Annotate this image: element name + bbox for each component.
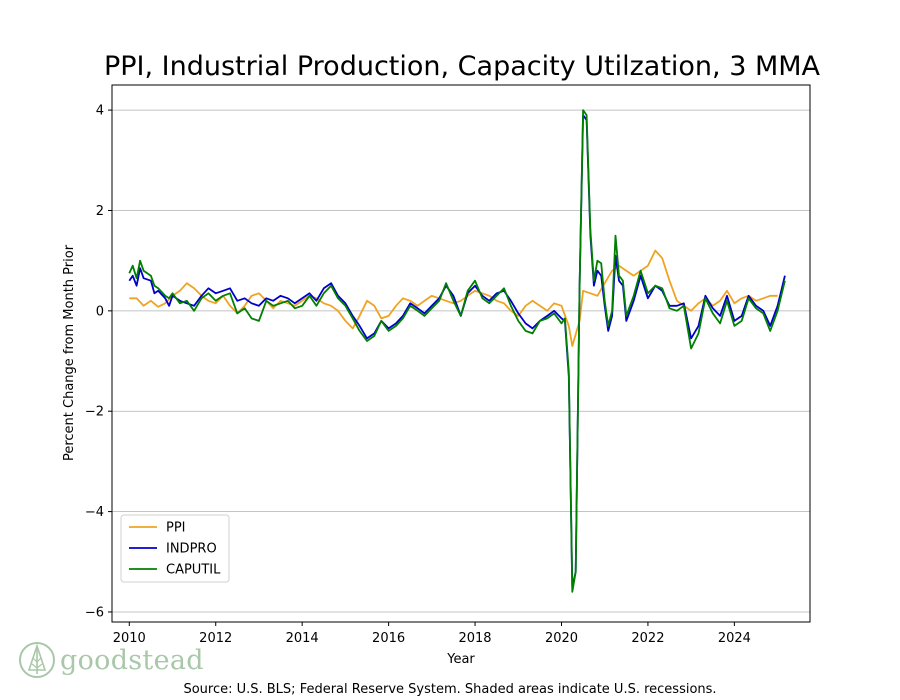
y-tick-label: −2: [85, 405, 104, 420]
y-tick-label: −6: [85, 605, 104, 620]
legend-label-indpro: INDPRO: [166, 542, 217, 557]
y-axis-label: Percent Change from Month Prior: [62, 244, 77, 461]
x-tick-label: 2020: [545, 631, 578, 646]
plot-frame: [111, 84, 811, 623]
x-tick-label: 2016: [372, 631, 405, 646]
x-axis: 2010 2012 2014 2016 2018 2020 2022 2024: [113, 622, 751, 646]
gridlines: [112, 109, 810, 613]
series-line-caputil: [128, 109, 786, 593]
x-tick-label: 2014: [286, 631, 319, 646]
x-tick-label: 2018: [458, 631, 491, 646]
series-lines: [128, 109, 786, 593]
x-tick-label: 2010: [113, 631, 146, 646]
legend-label-ppi: PPI: [166, 521, 186, 536]
legend-box: [120, 514, 230, 583]
x-axis-label: Year: [446, 652, 475, 667]
series-line-indpro: [128, 114, 786, 588]
y-tick-label: 0: [96, 304, 104, 319]
x-tick-label: 2012: [199, 631, 232, 646]
y-axis: −6 −4 −2 0 2 4: [85, 104, 112, 620]
y-tick-label: 2: [96, 204, 104, 219]
y-tick-label: −4: [85, 505, 104, 520]
chart-title: PPI, Industrial Production, Capacity Uti…: [104, 51, 821, 82]
logo-wordmark: goodstead: [60, 644, 204, 676]
x-tick-label: 2024: [718, 631, 751, 646]
legend: PPI INDPRO CAPUTIL: [120, 514, 230, 583]
logo: goodstead: [18, 640, 204, 680]
x-tick-label: 2022: [631, 631, 664, 646]
y-tick-label: 4: [96, 104, 104, 119]
source-note: Source: U.S. BLS; Federal Reserve System…: [183, 682, 716, 697]
pine-tree-icon: [19, 642, 55, 678]
legend-label-caputil: CAPUTIL: [166, 563, 221, 578]
